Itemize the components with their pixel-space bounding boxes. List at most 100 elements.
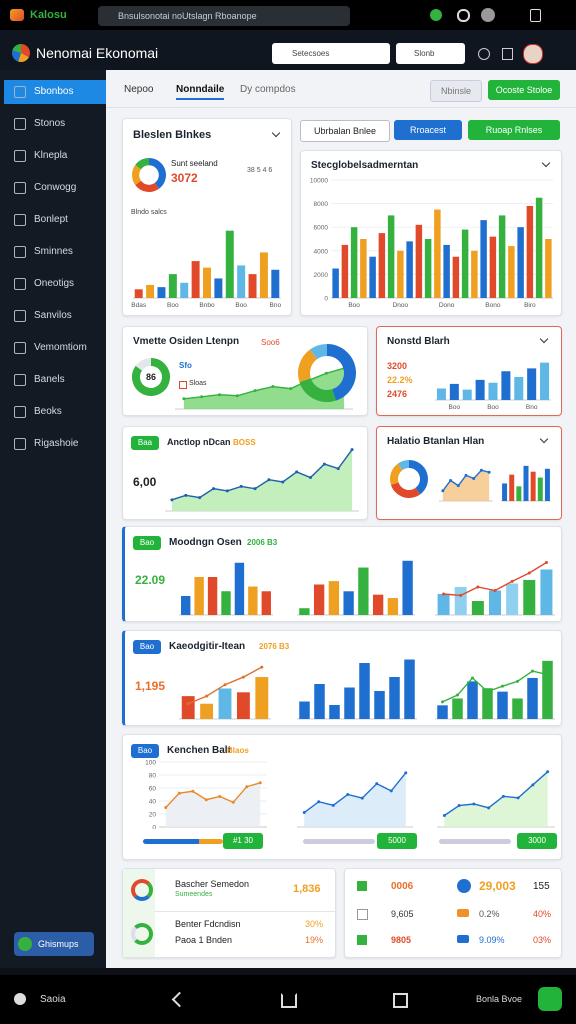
bar	[181, 696, 195, 719]
legend-box	[179, 381, 187, 389]
sidebar: Ghismups Sbonbos Stonos Klnepla Conwogg Bonl…	[0, 70, 106, 968]
app-button[interactable]	[538, 987, 562, 1011]
badge: Bao	[133, 536, 161, 550]
bar	[545, 239, 552, 298]
point	[487, 806, 491, 810]
bar	[299, 608, 310, 615]
bar	[434, 209, 441, 298]
chevron[interactable]	[539, 334, 549, 344]
sidebar-icon	[14, 342, 26, 354]
sidebar-item[interactable]: Sanvilos	[4, 304, 106, 328]
card: Halatio Btanlan Hlan	[376, 426, 562, 520]
sidebar-item[interactable]: Stonos	[4, 112, 106, 136]
sidebar-label: Banels	[34, 374, 65, 385]
donut-slice	[148, 158, 166, 189]
tag: 2006 B3	[247, 538, 278, 547]
small-button[interactable]: 3000	[517, 833, 557, 849]
sidebar-item[interactable]: Rigashoie	[4, 432, 106, 456]
bar	[237, 265, 246, 298]
badge: Bao	[133, 640, 161, 654]
tab[interactable]: Dy compdos	[240, 84, 296, 95]
header: Nenomai Ekonomai Setecsoes Slonb	[0, 30, 576, 70]
cell: 9.09%	[479, 935, 505, 945]
toolbar-button[interactable]: Ubrbalan Bnlee	[300, 120, 390, 142]
point	[322, 462, 326, 466]
y-tick-label: 10000	[310, 178, 328, 185]
point	[218, 794, 222, 798]
donut-slice	[135, 358, 152, 371]
point	[486, 690, 489, 694]
sidebar-item[interactable]: Sminnes	[4, 240, 106, 264]
sidebar-item[interactable]: Sbonbos	[4, 80, 106, 104]
recents-button[interactable]	[393, 993, 408, 1008]
chevron[interactable]	[271, 128, 281, 138]
grid-icon[interactable]	[502, 48, 513, 60]
point	[472, 802, 476, 806]
x-tick-label: Biro	[524, 302, 536, 309]
point	[271, 385, 275, 389]
chevron[interactable]	[539, 434, 549, 444]
card-title: Nonstd Blarh	[387, 336, 450, 347]
tab[interactable]: Nepoo	[124, 84, 154, 95]
action-button[interactable]: Nbinsle	[430, 80, 482, 102]
combo-chart	[179, 665, 271, 720]
sidebar-button[interactable]: Ghismups	[14, 932, 94, 956]
x-tick-label: Bno	[270, 302, 282, 309]
bar	[259, 252, 268, 298]
bar	[475, 379, 485, 400]
cell: 9805	[391, 935, 412, 945]
sidebar-item[interactable]: Oneotigs	[4, 272, 106, 296]
cell: 9,605	[391, 909, 414, 919]
toolbar-button[interactable]: Rroacest	[394, 120, 462, 140]
location-icon[interactable]	[14, 993, 26, 1005]
bar	[372, 594, 384, 615]
bar	[191, 261, 200, 298]
tab-icon[interactable]	[530, 9, 541, 22]
note: Sloas	[189, 380, 207, 387]
url-bar[interactable]	[98, 6, 350, 26]
bar	[454, 587, 467, 615]
point	[309, 476, 312, 479]
bar	[452, 256, 460, 298]
small-button[interactable]: 5000	[377, 833, 417, 849]
bar	[467, 681, 478, 719]
select-box[interactable]	[396, 43, 465, 64]
profile-icon[interactable]	[481, 8, 495, 22]
sidebar-label: Stonos	[34, 118, 66, 129]
donut-slice	[132, 165, 142, 185]
bar	[397, 250, 404, 298]
point	[200, 395, 204, 399]
tab-active[interactable]: Nonndaile	[176, 84, 225, 100]
select-value: Slonb	[414, 49, 435, 58]
bar	[134, 289, 143, 298]
sidebar-item[interactable]: Bonlept	[4, 208, 106, 232]
sidebar-item[interactable]: Klnepla	[4, 144, 106, 168]
action-button[interactable]: Ocoste Stoloe	[488, 80, 560, 100]
search-box[interactable]	[272, 43, 390, 64]
point	[184, 493, 188, 497]
toolbar-button[interactable]: Ruoap Rnlses	[468, 120, 560, 140]
bar	[509, 474, 515, 501]
sidebar-item[interactable]: Beoks	[4, 400, 106, 424]
small-button[interactable]: #1 30	[223, 833, 263, 849]
stats: 38 5 4 6	[247, 167, 273, 174]
point	[239, 484, 243, 488]
bar	[389, 677, 400, 719]
bell-icon[interactable]	[478, 48, 490, 60]
avatar[interactable]	[523, 44, 543, 64]
back-button[interactable]	[171, 991, 188, 1008]
bar	[443, 244, 450, 298]
home-button[interactable]	[281, 993, 297, 1008]
search-icon[interactable]	[457, 9, 470, 22]
sidebar-item[interactable]: Vemomtiom	[4, 336, 106, 360]
card: Vmette Osiden Ltenpn Soo6 86 Sfo Sloas	[122, 326, 368, 416]
sidebar-item[interactable]: Banels	[4, 368, 106, 392]
bar	[489, 236, 497, 298]
chevron[interactable]	[541, 158, 551, 168]
search-placeholder: Setecsoes	[292, 49, 330, 58]
sidebar-item[interactable]: Conwogg	[4, 176, 106, 200]
row-icon	[357, 909, 368, 920]
sidebar-icon	[14, 406, 26, 418]
progress-bar	[303, 839, 375, 844]
bar	[360, 239, 367, 298]
